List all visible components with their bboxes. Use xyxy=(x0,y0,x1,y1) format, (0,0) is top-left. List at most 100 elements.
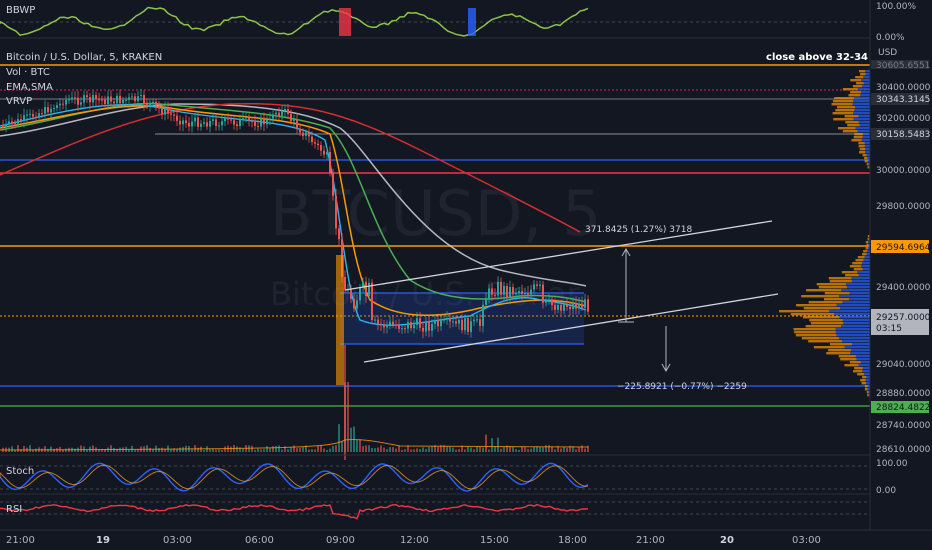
candle-body xyxy=(497,281,499,296)
volume-bar xyxy=(503,446,505,452)
candle-body xyxy=(131,96,133,98)
candle-body xyxy=(164,108,166,115)
volume-profile-bar-sell xyxy=(843,322,870,325)
volume-profile-bar-buy xyxy=(802,316,840,319)
candle-body xyxy=(137,96,139,102)
indicator-ema-sma[interactable]: EMA,SMA xyxy=(6,82,53,93)
volume-profile-bar-buy xyxy=(841,271,858,274)
candle-body xyxy=(80,102,82,105)
candle-body xyxy=(32,113,34,117)
volume-bar xyxy=(290,447,292,452)
volume-bar xyxy=(500,448,502,452)
volume-profile-bar-buy xyxy=(805,325,842,328)
volume-profile-bar-sell xyxy=(851,277,870,280)
price-tick-28880: 28880.0000 xyxy=(876,389,931,399)
candle-body xyxy=(74,97,76,99)
volume-bar xyxy=(44,446,46,452)
time-tick-1200: 12:00 xyxy=(400,535,429,546)
candle-body xyxy=(116,95,118,104)
volume-bar xyxy=(20,449,22,452)
volume-profile-bar-sell xyxy=(834,313,870,316)
candle-body xyxy=(302,132,304,136)
candle-body xyxy=(539,284,541,286)
volume-bar xyxy=(383,447,385,452)
candle-body xyxy=(296,119,298,129)
candle-body xyxy=(356,300,358,309)
candle-body xyxy=(578,303,580,309)
candle-body xyxy=(110,96,112,102)
volume-bar xyxy=(581,445,583,452)
volume-profile-bar-sell xyxy=(867,160,870,163)
bbwp-tick-0: 0.00% xyxy=(876,33,905,43)
volume-profile-bar-buy xyxy=(835,109,855,112)
volume-profile-bar-buy xyxy=(801,295,840,298)
candle-body xyxy=(113,101,115,104)
candle-body xyxy=(542,284,544,303)
candle-body xyxy=(524,292,526,295)
candle-body xyxy=(569,306,571,310)
candle-body xyxy=(314,142,316,144)
volume-profile-bar-sell xyxy=(855,355,870,358)
volume-profile-bar-buy xyxy=(851,139,862,142)
volume-profile-bar-sell xyxy=(862,367,870,370)
volume-profile-bar-sell xyxy=(862,262,870,265)
volume-profile-bar-sell xyxy=(854,109,870,112)
volume-bar xyxy=(65,448,67,452)
volume-bar xyxy=(254,449,256,452)
price-tick-29800: 29800.0000 xyxy=(876,202,931,212)
volume-profile-bar-sell xyxy=(842,340,870,343)
channel-lower[interactable] xyxy=(363,293,779,363)
candle-body xyxy=(26,114,28,116)
candle-body xyxy=(56,105,58,109)
volume-bar xyxy=(536,446,538,452)
ema-red xyxy=(0,102,581,233)
volume-profile-bar-buy xyxy=(845,121,859,124)
candle-body xyxy=(221,121,223,126)
candle-body xyxy=(263,117,265,125)
candle-body xyxy=(146,103,148,106)
volume-bar xyxy=(509,445,511,452)
candle-body xyxy=(248,117,250,121)
volume-profile-bar-sell xyxy=(859,124,870,127)
candle-body xyxy=(362,281,364,288)
candle-body xyxy=(281,110,283,116)
volume-bar xyxy=(440,445,442,452)
candle-body xyxy=(83,95,85,103)
volume-bar xyxy=(428,447,430,452)
candle-body xyxy=(107,96,109,104)
candle-body xyxy=(233,120,235,125)
indicator-vrvp[interactable]: VRVP xyxy=(6,96,32,107)
candle-body xyxy=(59,103,61,106)
candle-body xyxy=(500,281,502,295)
price-tick-30000: 30000.0000 xyxy=(876,166,931,176)
candle-body xyxy=(464,318,466,331)
candle-body xyxy=(530,289,532,295)
volume-bar xyxy=(257,448,259,452)
bbwp-label: BBWP xyxy=(6,5,35,16)
channel-upper[interactable] xyxy=(344,220,773,291)
volume-bar xyxy=(11,446,13,452)
volume-bar xyxy=(563,446,565,452)
volume-profile-bar-buy xyxy=(824,292,850,295)
time-tick-19: 19 xyxy=(96,535,110,546)
candle-body xyxy=(68,99,70,101)
volume-profile-bar-buy xyxy=(779,310,830,313)
volume-bar xyxy=(221,449,223,452)
bbwp-extreme-red xyxy=(339,8,351,36)
time-axis[interactable]: 21:00 19 03:00 06:00 09:00 12:00 15:00 1… xyxy=(0,529,932,546)
candle-body xyxy=(353,298,355,309)
volume-bar xyxy=(236,446,238,452)
volume-bar xyxy=(359,439,361,452)
candle-body xyxy=(326,152,328,155)
volume-profile-bar-buy xyxy=(837,127,856,130)
volume-bar xyxy=(362,446,364,452)
candle-body xyxy=(572,302,574,310)
indicator-vol[interactable]: Vol · BTC xyxy=(6,67,50,78)
price-label-30343: 30343.3145 xyxy=(876,95,930,105)
candle-body xyxy=(182,120,184,125)
volume-profile-bar-buy xyxy=(861,253,867,256)
candle-body xyxy=(581,303,583,308)
price-axis[interactable]: 100.00% 0.00% USD 30605.6551 30400.0000 … xyxy=(869,0,932,530)
volume-profile-bar-sell xyxy=(862,85,870,88)
